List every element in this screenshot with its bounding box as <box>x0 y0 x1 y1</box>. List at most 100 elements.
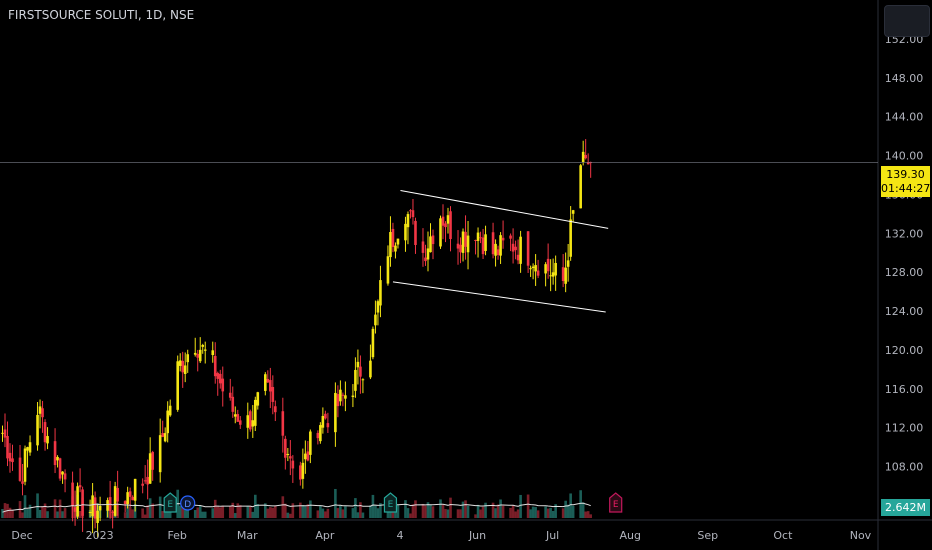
volume-bar <box>128 506 132 518</box>
candle-body <box>479 237 482 239</box>
volume-bar <box>26 509 29 518</box>
volume-bar <box>8 507 12 518</box>
candle-body <box>414 220 417 245</box>
candle <box>549 259 552 292</box>
candle <box>581 140 585 166</box>
volume-bar <box>183 508 187 518</box>
candle-body <box>514 246 517 251</box>
candle <box>231 386 235 418</box>
candle-body <box>53 441 57 466</box>
candle <box>269 367 272 409</box>
candle <box>221 366 225 407</box>
volume-bar <box>3 503 7 518</box>
volume-bar <box>23 495 27 518</box>
candle <box>274 400 277 422</box>
candle <box>133 478 137 512</box>
volume-bar <box>431 506 435 518</box>
candle <box>93 491 97 529</box>
volume-bar <box>201 511 205 518</box>
earnings-marker[interactable]: E <box>383 492 398 513</box>
volume-bar <box>321 508 325 518</box>
candle-body <box>446 215 450 224</box>
volume-bar <box>213 499 217 518</box>
volume-bar <box>126 505 129 518</box>
candle-body <box>426 248 430 260</box>
candle <box>444 221 447 243</box>
volume-bar <box>414 500 417 518</box>
candle <box>63 469 67 493</box>
earnings-marker[interactable]: E <box>609 492 623 513</box>
price-axis[interactable]: 152.00148.00144.00140.00136.00132.00128.… <box>885 33 924 513</box>
volume-bar <box>369 505 372 518</box>
volume-bar <box>306 504 310 518</box>
candle <box>146 459 149 500</box>
candle <box>43 419 47 451</box>
candle <box>446 207 450 234</box>
candle <box>494 239 497 267</box>
candle-body <box>301 462 305 479</box>
candle <box>58 457 62 481</box>
candle-body <box>444 223 447 228</box>
candle-body <box>584 154 587 159</box>
volume-bar <box>248 506 252 518</box>
price-tick-label: 116.00 <box>885 383 924 396</box>
candle-body <box>439 218 442 247</box>
price-tick-label: 112.00 <box>885 422 924 435</box>
dividend-marker[interactable]: D <box>180 495 196 511</box>
candle <box>8 443 12 473</box>
candle-body <box>3 429 7 438</box>
price-tick-label: 144.00 <box>885 111 924 124</box>
volume-bar <box>151 503 154 518</box>
candle <box>284 435 287 470</box>
volume-bar <box>264 503 267 518</box>
candle-body <box>379 280 382 306</box>
candle <box>544 262 547 287</box>
candle <box>71 471 74 522</box>
candle <box>511 228 515 264</box>
candle-body <box>123 501 127 505</box>
candle-body <box>163 433 167 442</box>
candle <box>238 416 242 429</box>
candle <box>186 349 190 373</box>
candle-body <box>321 415 325 428</box>
candle-body <box>484 234 487 252</box>
candle-body <box>116 487 119 502</box>
volume-bar <box>396 504 400 518</box>
candle <box>98 496 102 522</box>
candle-body <box>309 431 312 455</box>
volume-bar <box>359 502 362 518</box>
candle-body <box>289 456 292 459</box>
volume-bar <box>186 507 190 518</box>
candle <box>584 139 587 160</box>
volume-bar <box>464 500 467 518</box>
candle-body <box>351 395 355 397</box>
volume-bar <box>326 508 330 518</box>
volume-bar <box>461 501 465 518</box>
candle <box>6 421 9 467</box>
candle <box>111 510 114 529</box>
candle <box>61 471 64 484</box>
candle <box>213 342 217 384</box>
candle <box>3 413 7 448</box>
candle-body <box>246 415 250 428</box>
event-marker-label: E <box>613 500 619 510</box>
volume-bar <box>459 509 462 518</box>
volume-bar <box>21 512 24 518</box>
chart-settings-button[interactable] <box>884 5 930 37</box>
volume-bar <box>61 511 64 518</box>
earnings-marker[interactable]: E <box>163 492 177 513</box>
candle-body <box>91 495 94 517</box>
candle <box>211 341 215 363</box>
candle-body <box>158 435 162 473</box>
candle-body <box>376 301 380 313</box>
candle <box>193 337 197 357</box>
volume-bar <box>63 508 67 518</box>
volume-bar <box>266 508 270 518</box>
candle-body <box>361 379 365 381</box>
candle-body <box>73 507 77 512</box>
candle <box>324 410 327 420</box>
time-axis[interactable]: Dec 2023 Feb Mar Apr 4 Jun Jul Aug Sep Oct Nov <box>11 529 871 542</box>
volume-bar <box>531 506 535 518</box>
candle-body <box>581 151 585 163</box>
